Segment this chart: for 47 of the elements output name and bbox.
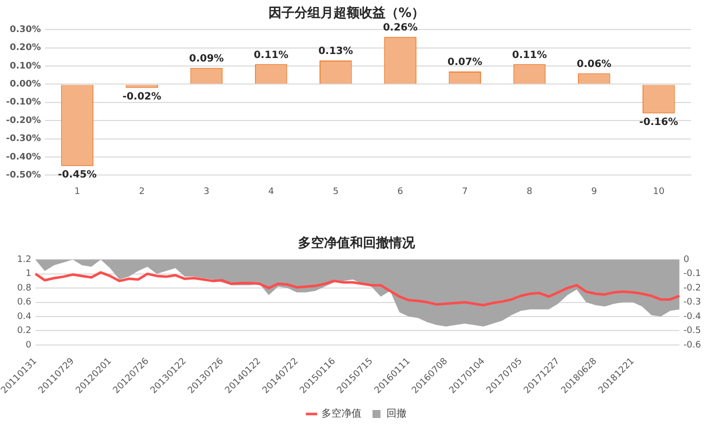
y2-tick-label: 0 — [683, 254, 690, 265]
y-tick-label: -0.40% — [6, 152, 41, 162]
y-tick-label: -0.10% — [6, 98, 41, 108]
x-tick-label: 2 — [139, 186, 145, 197]
y-tick-label: 0.6 — [17, 298, 32, 308]
x-tick-label: 10 — [652, 186, 665, 197]
data-label: 0.11% — [512, 50, 547, 61]
x-tick-label: 9 — [591, 186, 598, 197]
legend-label: 多空净值 — [322, 408, 362, 420]
y-tick-label: 0.00% — [10, 80, 41, 90]
chart-title: 因子分组月超额收益（%） — [268, 5, 425, 22]
y2-tick-label: -0.4 — [683, 312, 702, 322]
y-tick-label: -0.50% — [6, 170, 41, 181]
data-label: 0.11% — [254, 50, 288, 61]
y2-tick-label: -0.2 — [683, 283, 701, 294]
x-tick-label: 3 — [204, 186, 210, 197]
y2-tick-label: -0.5 — [683, 326, 701, 336]
data-label: 0.09% — [189, 53, 224, 64]
y-tick-label: 0.4 — [17, 312, 32, 322]
data-label: 0.06% — [576, 58, 612, 70]
data-label: 0.07% — [448, 57, 482, 68]
y-tick-label: -0.30% — [6, 134, 41, 144]
legend-label: 回撤 — [386, 408, 406, 420]
x-tick-label: 6 — [397, 186, 404, 197]
y2-tick-label: -0.1 — [683, 269, 701, 280]
chart-title: 多空净值和回撤情况 — [298, 235, 416, 252]
y2-tick-label: -0.6 — [683, 340, 702, 350]
y-tick-label: 1.2 — [17, 254, 32, 265]
data-label: 0.13% — [318, 46, 354, 58]
y-tick-label: 0.20% — [10, 43, 41, 54]
y-tick-label: 0.8 — [17, 283, 32, 294]
x-tick-label: 8 — [526, 186, 533, 197]
data-label: -0.02% — [122, 91, 162, 102]
data-label: -0.16% — [639, 116, 678, 128]
data-label: -0.45% — [58, 170, 97, 181]
y-tick-label: 0.30% — [10, 24, 41, 35]
y-tick-label: 1 — [26, 269, 32, 280]
y-tick-label: 0.10% — [10, 61, 41, 72]
y-tick-label: 0 — [26, 340, 32, 350]
y-tick-label: 0.2 — [17, 326, 32, 336]
data-label: 0.26% — [382, 22, 418, 34]
x-tick-label: 4 — [268, 186, 274, 197]
y-tick-label: -0.20% — [6, 116, 41, 126]
x-tick-label: 7 — [462, 186, 468, 197]
x-tick-label: 1 — [74, 186, 80, 197]
x-tick-label: 5 — [332, 186, 339, 197]
y2-tick-label: -0.3 — [683, 298, 701, 308]
